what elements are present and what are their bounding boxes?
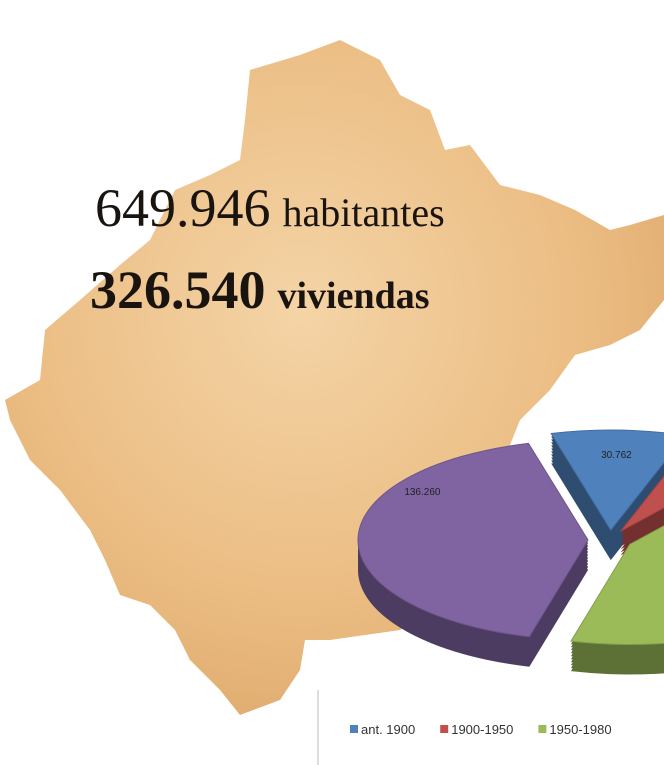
population-unit: habitantes <box>283 190 445 235</box>
legend-entry: 1950-1980 <box>549 722 611 737</box>
legend-entry: 1900-1950 <box>451 722 513 737</box>
map-navarra <box>5 40 664 715</box>
dwellings-unit: viviendas <box>278 275 430 317</box>
data-label: 136.260 <box>404 487 441 498</box>
scene: 649.946 habitantes 326.540 viviendas 30.… <box>0 0 664 765</box>
data-label: 30.762 <box>601 450 632 461</box>
legend-swatch <box>440 725 448 733</box>
population-value: 649.946 <box>95 178 271 238</box>
legend-swatch <box>350 725 358 733</box>
page: {"headline": {"population": {"value": "6… <box>0 0 664 765</box>
legend-entry: ant. 1900 <box>361 722 415 737</box>
dwellings-value: 326.540 <box>90 260 266 320</box>
legend-swatch <box>538 725 546 733</box>
